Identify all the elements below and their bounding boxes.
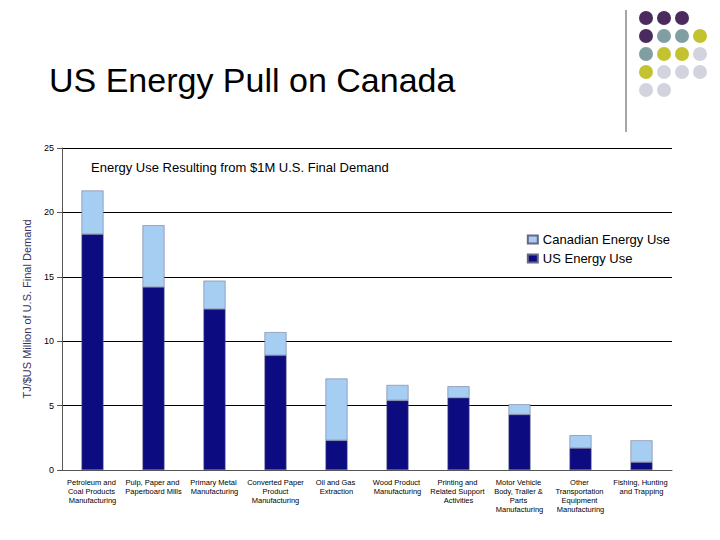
svg-text:Manufacturing: Manufacturing xyxy=(69,496,117,505)
svg-text:US Energy Pull on Canada: US Energy Pull on Canada xyxy=(49,61,455,99)
svg-text:Body, Trailer &: Body, Trailer & xyxy=(494,487,545,496)
svg-text:Manufacturing: Manufacturing xyxy=(252,496,300,505)
svg-text:Motor Vehicle: Motor Vehicle xyxy=(496,478,544,487)
svg-text:Paperboard Mills: Paperboard Mills xyxy=(125,487,182,496)
svg-text:Manufacturing: Manufacturing xyxy=(496,505,544,514)
svg-text:Other: Other xyxy=(570,478,591,487)
svg-text:Oil and Gas: Oil and Gas xyxy=(316,478,358,487)
svg-text:Related Support: Related Support xyxy=(430,487,486,496)
svg-text:Extraction: Extraction xyxy=(320,487,353,496)
svg-text:Fishing, Hunting: Fishing, Hunting xyxy=(613,478,669,487)
svg-text:US Energy Use: US Energy Use xyxy=(543,251,633,266)
svg-text:and Trapping: and Trapping xyxy=(620,487,664,496)
svg-text:5: 5 xyxy=(49,401,54,411)
svg-text:TJ/$US Million of U.S. Final D: TJ/$US Million of U.S. Final Demand xyxy=(21,219,33,398)
svg-text:Printing and: Printing and xyxy=(437,478,479,487)
svg-text:Coal Products: Coal Products xyxy=(68,487,117,496)
svg-text:Pulp, Paper and: Pulp, Paper and xyxy=(126,478,182,487)
svg-text:Manufacturing: Manufacturing xyxy=(191,487,239,496)
svg-text:Product: Product xyxy=(260,487,290,496)
svg-text:Equipment: Equipment xyxy=(562,496,600,505)
svg-text:Energy Use Resulting from $1M: Energy Use Resulting from $1M U.S. Final… xyxy=(91,160,389,175)
svg-text:10: 10 xyxy=(44,336,54,346)
svg-text:Manufacturing: Manufacturing xyxy=(557,505,605,514)
svg-text:Primary Metal: Primary Metal xyxy=(190,478,238,487)
svg-text:Converted Paper: Converted Paper xyxy=(247,478,304,487)
svg-text:0: 0 xyxy=(49,465,54,475)
svg-text:Canadian Energy Use: Canadian Energy Use xyxy=(543,232,670,247)
svg-text:Parts: Parts xyxy=(510,496,530,505)
svg-text:Petroleum and: Petroleum and xyxy=(67,478,118,487)
svg-text:15: 15 xyxy=(44,272,54,282)
svg-text:Wood Product: Wood Product xyxy=(373,478,422,487)
svg-text:Activities: Activities xyxy=(444,496,474,505)
svg-text:20: 20 xyxy=(44,207,54,217)
svg-text:Transportation: Transportation xyxy=(555,487,605,496)
svg-text:25: 25 xyxy=(44,143,54,153)
svg-text:Manufacturing: Manufacturing xyxy=(374,487,422,496)
